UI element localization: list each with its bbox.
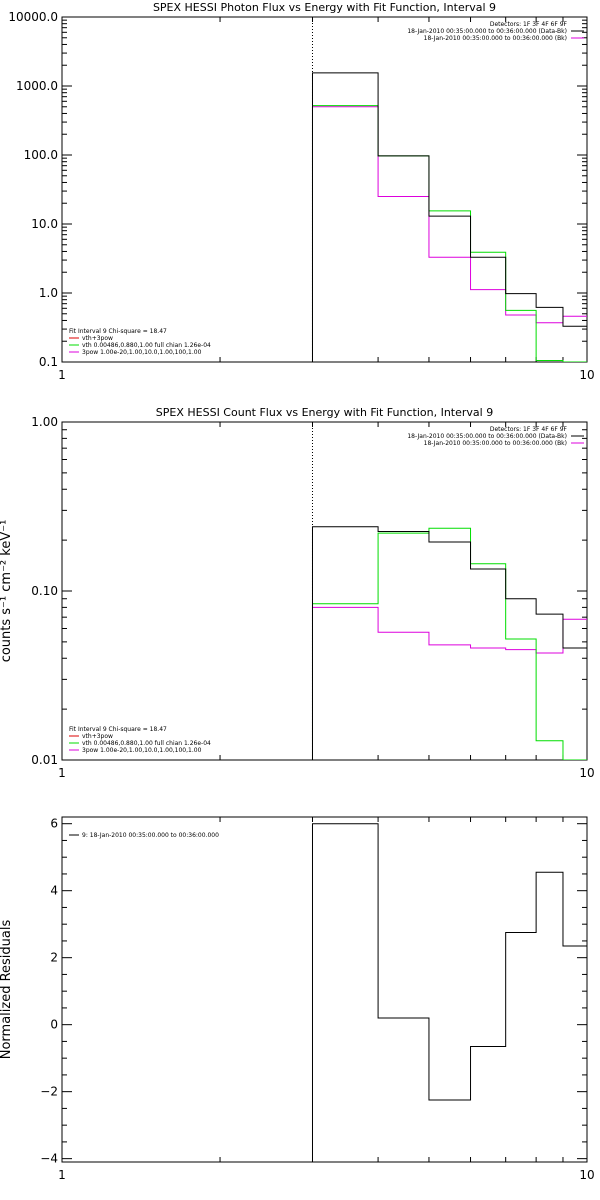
legend-right-entry: 18-Jan-2010 00:35:00.000 to 00:36:00.000… <box>407 28 567 35</box>
y-tick-label: 4 <box>50 884 58 898</box>
y-tick-label: 6 <box>50 817 58 831</box>
plot-frame <box>61 421 588 761</box>
legend-right-entry: 18-Jan-2010 00:35:00.000 to 00:36:00.000… <box>424 35 567 42</box>
legend-right-entry: Detectors: 1F 3F 4F 6F 9F <box>490 21 568 28</box>
y-tick-label: 1.0 <box>39 286 58 300</box>
legend-left-entry: 3pow 1.00e-20,1.00,10.0,1.00,100,1.00 <box>82 747 202 754</box>
y-tick-label: 2 <box>50 951 58 965</box>
plot-frame <box>61 16 588 363</box>
y-tick-label: −4 <box>40 1152 58 1166</box>
x-tick-label: 1 <box>58 766 66 780</box>
legend-right-entry: Detectors: 1F 3F 4F 6F 9F <box>490 426 568 433</box>
legend-left-entry: vth+3pow <box>82 335 113 342</box>
legend-right-entry: 18-Jan-2010 00:35:00.000 to 00:36:00.000… <box>424 440 567 447</box>
y-axis-label: Normalized Residuals <box>0 920 14 1060</box>
y-tick-label: −2 <box>40 1085 58 1099</box>
residuals-panel: Normalized Residuals 1 10 −4 −2 0 2 4 6 9: 18-Jan… <box>0 816 595 1182</box>
x-tick-label: 10 <box>579 1168 594 1182</box>
x-tick-label: 1 <box>58 368 66 382</box>
y-tick-label: 0 <box>50 1018 58 1032</box>
y-tick-label: 1.00 <box>31 415 58 429</box>
legend-left-entry: Fit Interval 9 Chi-square = 18.47 <box>69 328 167 335</box>
y-axis-label: counts s⁻¹ cm⁻² keV⁻¹ <box>0 520 14 663</box>
x-tick-label: 10 <box>579 766 594 780</box>
y-tick-label: 100.0 <box>24 148 58 162</box>
y-tick-label: 1000.0 <box>16 79 58 93</box>
plot-frame <box>61 816 588 1163</box>
series-histogram <box>311 106 587 362</box>
x-tick-label: 1 <box>58 1168 66 1182</box>
legend-left-entry: Fit Interval 9 Chi-square = 18.47 <box>69 726 167 733</box>
photon-flux-panel: SPEX HESSI Photon Flux vs Energy with Fi… <box>8 1 594 382</box>
series-histogram <box>311 527 587 760</box>
y-tick-label: 0.10 <box>31 584 58 598</box>
legend-left-entry: 3pow 1.00e-20,1.00,10.0,1.00,100,1.00 <box>82 349 202 356</box>
chart-title: SPEX HESSI Photon Flux vs Energy with Fi… <box>153 1 496 14</box>
series-histogram <box>311 526 587 760</box>
y-tick-label: 10000.0 <box>8 10 58 24</box>
legend-left-entry: vth+3pow <box>82 733 113 740</box>
series-histogram <box>311 72 587 362</box>
x-tick-label: 10 <box>579 368 594 382</box>
legend-left-entry: vth 0.00486,0.880,1.00 full chian 1.26e-… <box>82 740 211 747</box>
legend-right-entry: 18-Jan-2010 00:35:00.000 to 00:36:00.000… <box>407 433 567 440</box>
legend-left-entry: 9: 18-Jan-2010 00:35:00.000 to 00:36:00.… <box>82 832 219 839</box>
count-flux-panel: SPEX HESSI Count Flux vs Energy with Fit… <box>0 406 595 780</box>
series-histogram <box>311 606 587 760</box>
legend-left-entry: vth 0.00486,0.880,1.00 full chian 1.26e-… <box>82 342 211 349</box>
series-histogram <box>311 105 587 362</box>
chart-title: SPEX HESSI Count Flux vs Energy with Fit… <box>156 406 493 419</box>
y-tick-label: 10.0 <box>31 217 58 231</box>
series-histogram <box>311 823 587 1162</box>
y-tick-label: 0.01 <box>31 753 58 767</box>
y-tick-label: 0.1 <box>39 355 58 369</box>
